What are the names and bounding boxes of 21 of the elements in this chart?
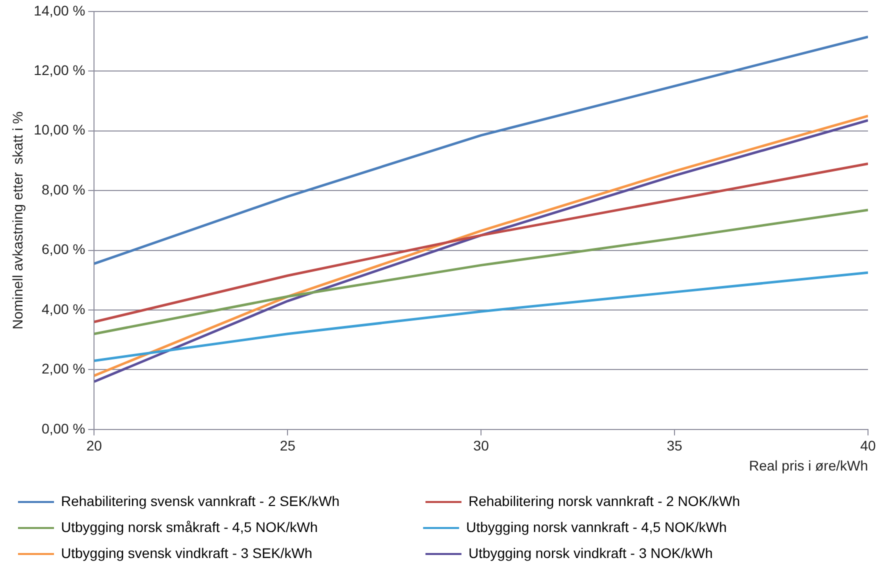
x-tick-label: 30	[473, 438, 490, 454]
y-tick-label: 6,00 %	[42, 241, 86, 258]
legend-label: Utbygging svensk vindkraft - 3 SEK/kWh	[61, 544, 414, 561]
legend-label: Utbygging norsk vindkraft - 3 NOK/kWh	[468, 544, 822, 561]
legend-label: Rehabilitering svensk vannkraft - 2 SEK/kWh	[61, 492, 414, 509]
y-tick-label: 4,00 %	[42, 300, 86, 317]
y-tick-label: 14,00 %	[34, 2, 86, 18]
y-tick-label: 2,00 %	[42, 360, 86, 377]
legend-label: Rehabilitering norsk vannkraft - 2 NOK/kWh	[468, 492, 822, 509]
y-tick-label: 10,00 %	[34, 122, 86, 138]
x-tick-label: 40	[860, 438, 876, 454]
legend-label: Utbygging norsk vannkraft - 4,5 NOK/kWh	[466, 518, 816, 535]
y-tick-label: 0,00 %	[42, 420, 86, 436]
y-tick-label: 12,00 %	[34, 62, 86, 78]
legend-label: Utbygging norsk småkraft - 4,5 NOK/kWh	[61, 518, 412, 535]
y-axis-title: Nominell avkastning etter skatt i %	[9, 111, 26, 330]
x-tick-label: 20	[86, 438, 102, 454]
x-axis-title: Real pris i øre/kWh	[748, 457, 868, 474]
x-tick-label: 35	[666, 438, 683, 454]
y-tick-label: 8,00 %	[42, 181, 86, 198]
x-tick-label: 25	[280, 438, 296, 454]
